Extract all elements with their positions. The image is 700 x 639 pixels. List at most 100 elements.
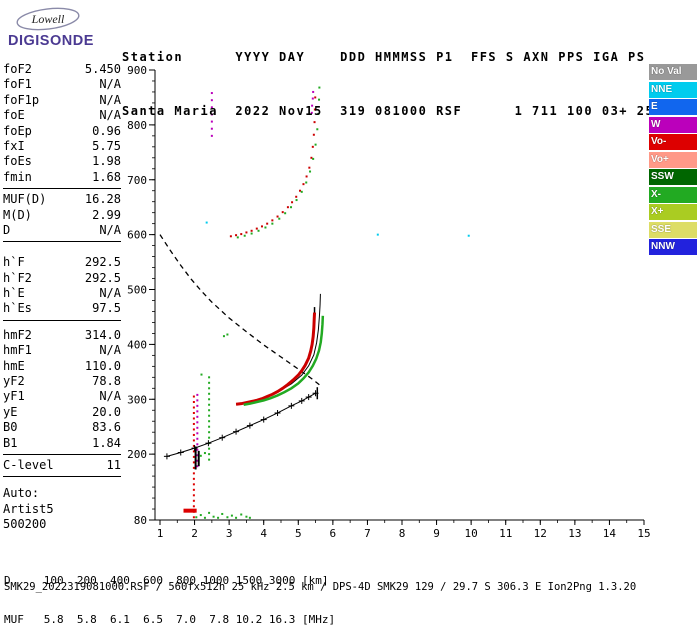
svg-text:3: 3 <box>226 527 233 540</box>
svg-text:6: 6 <box>330 527 337 540</box>
svg-text:10: 10 <box>465 527 478 540</box>
param-label: foEp <box>3 123 32 138</box>
legend-item-e: E <box>649 99 697 115</box>
param-label: Artist5 <box>3 501 54 516</box>
svg-text:8: 8 <box>399 527 406 540</box>
param-label: C-level <box>3 457 54 472</box>
param-value: 5.75 <box>92 138 121 153</box>
legend-item-nne: NNE <box>649 81 697 98</box>
param-value: N/A <box>99 92 121 107</box>
param-value: 20.0 <box>92 404 121 419</box>
legend-item-vo+: Vo+ <box>649 151 697 168</box>
param-label: foF1 <box>3 77 32 92</box>
svg-text:2: 2 <box>191 527 198 540</box>
param-value: 97.5 <box>92 301 121 316</box>
param-row: Artist5 <box>3 502 121 517</box>
param-row: yF1 N/A <box>3 389 121 404</box>
param-value: 314.0 <box>84 327 121 342</box>
svg-text:600: 600 <box>127 229 147 242</box>
station-header: Station YYYY DAY DDD HMMMSS P1 FFS S AXN… <box>122 12 654 138</box>
param-label: fmin <box>3 169 32 184</box>
param-label: yF2 <box>3 374 25 389</box>
legend-item-sse: SSE <box>649 221 697 238</box>
param-value: 1.98 <box>92 154 121 169</box>
param-value: 1.68 <box>92 169 121 184</box>
color-legend: No Val NNE E W Vo- Vo+ SSW X- X+ SSE NNW <box>649 64 697 257</box>
svg-text:12: 12 <box>534 527 547 540</box>
param-value: 11 <box>106 457 121 472</box>
legend-item-no-val: No Val <box>649 64 697 80</box>
svg-text:700: 700 <box>127 174 147 187</box>
param-label: 500200 <box>3 517 47 532</box>
svg-text:13: 13 <box>568 527 581 540</box>
param-label: Auto: <box>3 486 40 501</box>
panel-separator <box>3 188 121 190</box>
param-row: hmF2 314.0 <box>3 328 121 343</box>
param-value: N/A <box>99 108 121 123</box>
panel-separator <box>3 319 121 321</box>
legend-item-x+: X+ <box>649 204 697 220</box>
param-row: C-level 11 <box>3 458 121 473</box>
svg-text:7: 7 <box>364 527 371 540</box>
param-label: hmE <box>3 358 25 373</box>
param-value: 16.28 <box>84 192 121 207</box>
param-label: MUF(D) <box>3 192 47 207</box>
muf-table-distance-row: D 100 200 400 600 800 1000 1500 3000 [km… <box>4 574 329 587</box>
param-row: h`F2 292.5 <box>3 271 121 286</box>
param-label: M(D) <box>3 207 32 222</box>
param-label: hmF1 <box>3 343 32 358</box>
param-value: 292.5 <box>84 270 121 285</box>
param-label: fxI <box>3 138 25 153</box>
legend-item-nnw: NNW <box>649 239 697 255</box>
legend-item-vo-: Vo- <box>649 134 697 150</box>
legend-item-w: W <box>649 116 697 133</box>
svg-text:4: 4 <box>260 527 267 540</box>
param-row: hmE 110.0 <box>3 359 121 374</box>
param-value: 78.8 <box>92 374 121 389</box>
param-row: h`F 292.5 <box>3 255 121 270</box>
param-label: foE <box>3 108 25 123</box>
param-label: B1 <box>3 435 18 450</box>
param-row: h`Es 97.5 <box>3 301 121 316</box>
param-row: D N/A <box>3 223 121 238</box>
param-row: fmin 1.68 <box>3 170 121 185</box>
svg-text:14: 14 <box>603 527 617 540</box>
svg-text:300: 300 <box>127 393 147 406</box>
param-row: foEp 0.96 <box>3 124 121 139</box>
param-label: yF1 <box>3 389 25 404</box>
header-line-labels: Station YYYY DAY DDD HMMMSS P1 FFS S AXN… <box>122 50 646 64</box>
param-value: 5.450 <box>84 62 121 76</box>
param-value: 2.99 <box>92 207 121 222</box>
digisonde-logo: Lowell DIGISONDE <box>6 4 118 56</box>
param-row: B1 1.84 <box>3 436 121 451</box>
logo-graphic: Lowell DIGISONDE <box>8 7 94 49</box>
param-row: MUF(D) 16.28 <box>3 192 121 207</box>
panel-separator <box>3 241 121 243</box>
param-label: h`F <box>3 255 25 270</box>
svg-text:1: 1 <box>157 527 164 540</box>
svg-text:900: 900 <box>127 64 147 77</box>
param-row: fxI 5.75 <box>3 139 121 154</box>
param-row: yE 20.0 <box>3 405 121 420</box>
param-row: 500200 <box>3 517 121 532</box>
param-row: Auto: <box>3 486 121 501</box>
svg-text:11: 11 <box>499 527 512 540</box>
logo-lowell-text: Lowell <box>31 12 65 26</box>
param-label: foF2 <box>3 62 32 76</box>
param-row: B0 83.6 <box>3 420 121 435</box>
param-row: foF2 5.450 <box>3 62 121 77</box>
svg-text:200: 200 <box>127 448 147 461</box>
param-row: hmF1 N/A <box>3 343 121 358</box>
param-row: h`E N/A <box>3 286 121 301</box>
logo-digisonde-text: DIGISONDE <box>8 33 94 49</box>
svg-text:15: 15 <box>637 527 650 540</box>
param-label: foEs <box>3 154 32 169</box>
param-label: hmF2 <box>3 327 32 342</box>
param-value: 292.5 <box>84 255 121 270</box>
param-row: foE N/A <box>3 108 121 123</box>
param-value: 110.0 <box>84 358 121 373</box>
param-row: foEs 1.98 <box>3 154 121 169</box>
panel-separator <box>3 453 121 455</box>
svg-text:800: 800 <box>127 119 147 132</box>
param-value: 1.84 <box>92 435 121 450</box>
